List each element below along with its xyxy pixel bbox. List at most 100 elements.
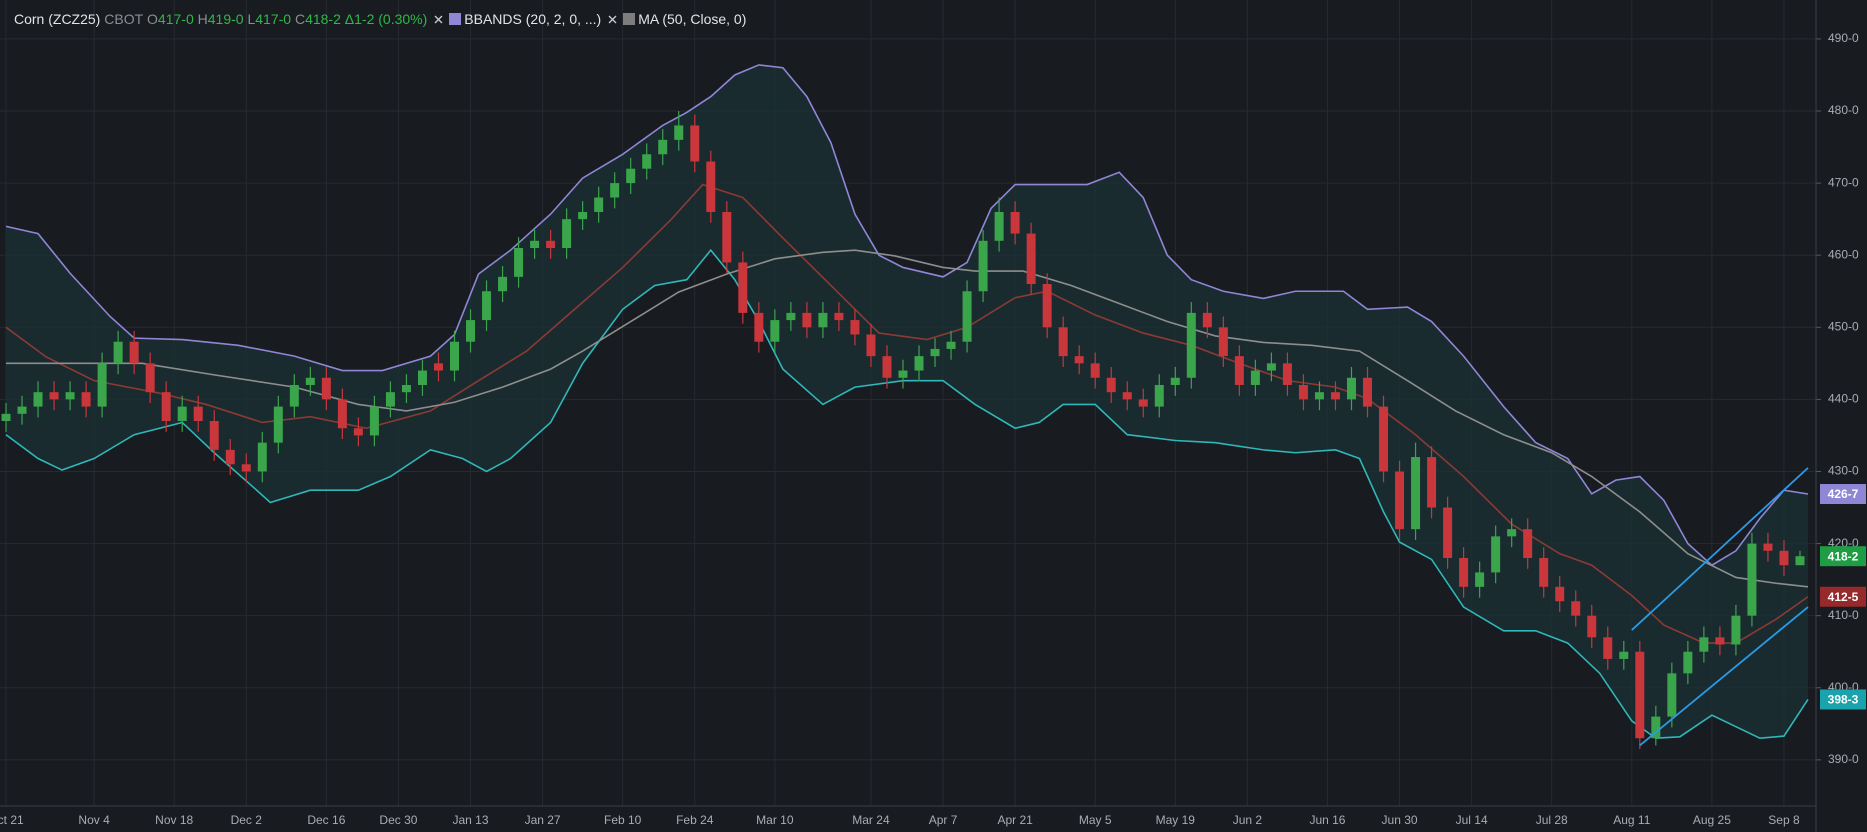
x-tick-label: May 19 [1156,813,1196,827]
candle-body [1795,556,1804,565]
candle-body [882,356,891,378]
candle-body [1459,558,1468,587]
x-tick-label: Aug 11 [1613,813,1650,827]
candle-body [1091,363,1100,377]
x-tick-label: Mar 10 [756,813,794,827]
candle-body [1155,385,1164,407]
x-tick-label: Jul 28 [1536,813,1568,827]
candle-body [1395,471,1404,529]
x-tick-label: Dec 16 [307,813,345,827]
y-tick-label: 440-0 [1828,392,1859,406]
candle-body [402,385,411,392]
candle-body [194,407,203,421]
x-tick-label: Jun 16 [1309,813,1345,827]
y-tick-label: 470-0 [1828,175,1859,189]
candle-body [562,219,571,248]
remove-indicator[interactable] [434,15,443,24]
remove-indicator[interactable] [608,15,617,24]
candle-body [1763,544,1772,551]
x-tick-label: Feb 10 [604,813,642,827]
x-tick-label: Dec 2 [231,813,263,827]
candle-body [1027,234,1036,284]
candle-body [1715,637,1724,644]
candle-body [1379,407,1388,472]
candle-body [1331,392,1340,399]
candle-body [1619,652,1628,659]
candle-body [834,313,843,320]
candle-body [418,371,427,385]
candle-body [754,313,763,342]
ohlc-value: 417-0 [255,11,291,27]
candle-body [66,392,75,399]
candle-body [1315,392,1324,399]
candle-body [82,392,91,406]
candle-body [963,291,972,341]
exchange: CBOT [104,11,143,27]
candle-body [18,407,27,414]
y-tick-label: 450-0 [1828,319,1859,333]
candle-body [1523,529,1532,558]
candle-body [146,363,155,392]
indicator-name: MA (50, Close, 0) [638,11,746,27]
candle-body [1187,313,1196,378]
candle-body [674,125,683,139]
ohlc-label: O [147,11,158,27]
candle-body [514,248,523,277]
ohlc-label: L [247,11,255,27]
candle-body [1299,385,1308,399]
candle-body [1363,378,1372,407]
candle-body [258,443,267,472]
candle-body [1539,558,1548,587]
ohlc-value: 418-2 [305,11,341,27]
indicator-swatch [449,13,461,25]
x-tick-label: May 5 [1079,813,1112,827]
candle-body [114,342,123,364]
candle-body [706,161,715,211]
candle-body [274,407,283,443]
candle-body [1731,616,1740,645]
candle-body [546,241,555,248]
x-tick-label: Jan 13 [453,813,489,827]
candle-body [530,241,539,248]
candle-body [466,320,475,342]
candle-body [690,125,699,161]
y-tick-label: 390-0 [1828,752,1859,766]
candle-body [1059,327,1068,356]
candle-body [1075,356,1084,363]
candle-body [1011,212,1020,234]
x-tick-label: Apr 7 [929,813,958,827]
candle-body [1475,572,1484,586]
x-tick-label: Jan 27 [525,813,561,827]
candle-body [818,313,827,327]
x-tick-label: Apr 21 [997,813,1033,827]
change: Δ1-2 (0.30%) [345,11,428,27]
candle-body [1123,392,1132,399]
candle-body [1235,356,1244,385]
candle-body [178,407,187,421]
candle-body [722,212,731,262]
indicator-swatch [623,13,635,25]
price-tag-label: 418-2 [1828,549,1859,563]
candle-body [658,140,667,154]
y-tick-label: 480-0 [1828,103,1859,117]
x-tick-label: Jul 14 [1456,813,1488,827]
legend-header: Corn (ZCZ25) CBOT O417-0 H419-0 L417-0 C… [14,11,746,27]
candle-body [1107,378,1116,392]
candle-body [642,154,651,168]
symbol: Corn (ZCZ25) [14,11,100,27]
candle-body [1667,673,1676,716]
candle-body [1571,601,1580,615]
candle-body [1587,616,1596,638]
candle-body [1139,399,1148,406]
candle-body [770,320,779,342]
candle-body [210,421,219,450]
x-tick-label: Jun 2 [1233,813,1263,827]
candle-body [482,291,491,320]
candle-body [242,464,251,471]
ohlc-label: C [295,11,305,27]
candle-body [162,392,171,421]
candle-body [1555,587,1564,601]
candle-body [50,392,59,399]
